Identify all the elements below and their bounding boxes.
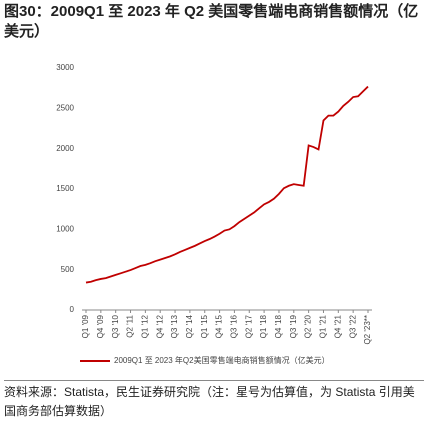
chart: 0 500 1000 1500 2000 2500 3000 Q1 '09 Q4 '09 Q3 '… [56, 63, 372, 365]
x-tick-label: Q2 '14 [185, 314, 194, 338]
chart-title: 图30：2009Q1 至 2023 年 Q2 美国零售端电商销售额情况（亿美元） [4, 3, 419, 40]
x-tick-label: Q1 '15 [200, 314, 209, 338]
x-tick-label: Q4 '15 [215, 314, 224, 338]
x-tick-label: Q2 '23** [363, 315, 372, 345]
source-note: 资料来源：Statista，民生证券研究院（注：星号为估算值，为 Statist… [4, 380, 424, 421]
x-tick-label: Q2 '20 [304, 314, 313, 338]
legend-label: 2009Q1 至 2023 年Q2美国零售端电商销售额情况（亿美元） [114, 355, 330, 365]
x-tick-label: Q4 '18 [274, 314, 283, 338]
x-tick-label: Q1 '18 [259, 314, 268, 338]
x-tick-label: Q4 '21 [333, 314, 342, 338]
x-tick-label: Q1 '21 [319, 314, 328, 338]
x-tick-label: Q3 '13 [170, 314, 179, 338]
x-tick-label: Q1 '09 [81, 314, 90, 338]
line-series [85, 85, 369, 284]
y-tick-label: 3000 [56, 63, 74, 72]
x-tick-label: Q4 '12 [155, 314, 164, 338]
y-tick-label: 1500 [56, 184, 74, 193]
y-tick-label: 1000 [56, 224, 74, 233]
x-tick-label: Q3 '10 [111, 314, 120, 338]
x-tick-label: Q3 '19 [289, 314, 298, 338]
x-tick-label: Q2 '17 [244, 314, 253, 338]
y-tick-label: 2500 [56, 103, 74, 112]
y-tick-label: 2000 [56, 144, 74, 153]
y-tick-label: 0 [70, 305, 75, 314]
x-tick-label: Q3 '22 [348, 314, 357, 338]
x-tick-label: Q1 '12 [140, 314, 149, 338]
x-tick-label: Q3 '16 [230, 314, 239, 338]
y-tick-label: 500 [61, 265, 75, 274]
x-tick-label: Q4 '09 [96, 314, 105, 338]
x-tick-label: Q2 '11 [126, 314, 135, 337]
